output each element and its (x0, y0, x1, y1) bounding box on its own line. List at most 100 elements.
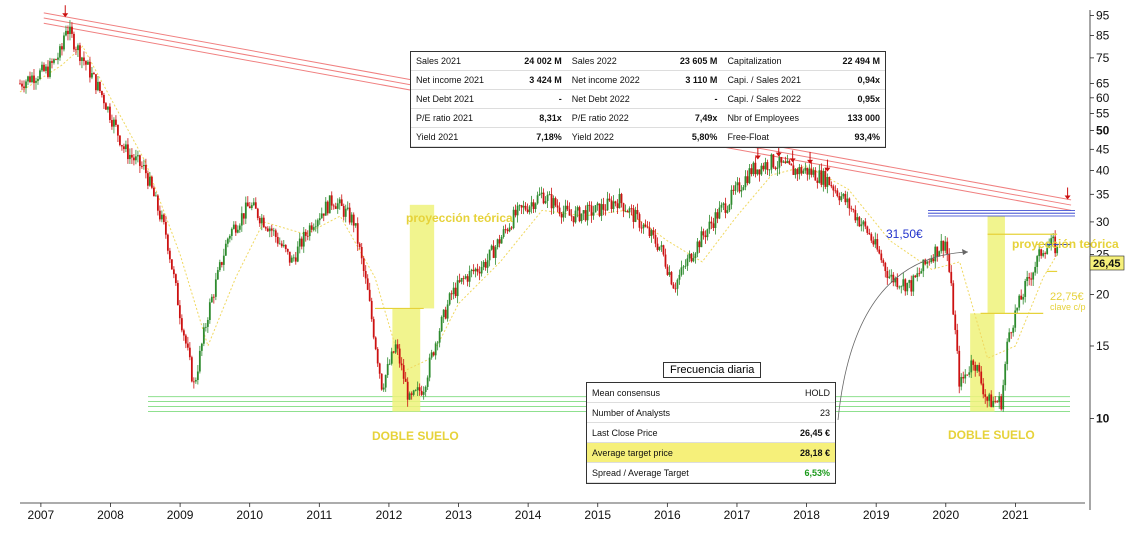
candle-body (518, 205, 521, 207)
candle-body (274, 230, 277, 237)
doble-suelo-label-left: DOBLE SUELO (372, 429, 459, 443)
candle-body (314, 226, 317, 228)
candle-body (290, 257, 293, 263)
candle-body (950, 271, 953, 284)
candle-body (536, 195, 539, 204)
candle-body (704, 235, 707, 238)
projection-bar (392, 308, 421, 412)
fundamentals-value: 7,18% (507, 127, 567, 147)
candle-body (101, 91, 103, 95)
candle-body (816, 180, 819, 183)
candle-body (964, 374, 967, 379)
top-arrow-head (754, 155, 761, 160)
candle-body (336, 203, 339, 209)
candle-body (392, 351, 395, 353)
candle-body (932, 258, 935, 262)
candle-body (25, 81, 27, 89)
candle-body (1012, 327, 1015, 333)
doble-suelo-label-right: DOBLE SUELO (948, 428, 1035, 442)
candle-body (636, 210, 639, 215)
candle-body (97, 81, 99, 91)
candle-body (554, 198, 557, 206)
y-tick-label: 20 (1096, 287, 1110, 301)
candle-body (588, 204, 591, 206)
candle-body (848, 198, 851, 209)
candle-body (516, 205, 519, 216)
candle-body (438, 330, 441, 343)
candle-body (156, 195, 159, 211)
candle-body (972, 360, 975, 365)
candle-body (394, 344, 397, 353)
candle-body (938, 251, 941, 257)
candle-body (984, 394, 987, 397)
candle-body (988, 394, 991, 401)
fundamentals-value: 0,94x (826, 70, 885, 90)
candle-body (292, 257, 295, 259)
candle-body (142, 165, 145, 167)
candle-body (756, 169, 759, 175)
candle-body (840, 196, 843, 201)
candle-body (532, 202, 535, 210)
candle-body (896, 277, 899, 288)
candle-body (800, 167, 803, 174)
candle-body (842, 193, 845, 197)
fundamentals-value: 3 424 M (507, 70, 567, 90)
candle-body (342, 205, 345, 217)
candle-body (410, 393, 413, 395)
candle-body (338, 199, 341, 204)
y-tick-label: 65 (1096, 76, 1110, 90)
candle-body (242, 213, 245, 219)
candle-body (334, 206, 337, 209)
candle-body (610, 200, 613, 209)
candle-body (190, 357, 193, 382)
candle-body (774, 167, 777, 169)
support-sublabel: clave c/p (1050, 302, 1086, 312)
candle-body (866, 226, 869, 233)
candle-body (552, 198, 555, 209)
candle-body (838, 196, 841, 201)
fundamentals-key: Net income 2021 (411, 70, 508, 90)
candle-body (95, 74, 97, 91)
candle-body (254, 202, 257, 209)
candle-body (710, 221, 713, 224)
candle-body (942, 240, 945, 251)
candle-body (93, 73, 95, 75)
candle-body (250, 205, 253, 209)
candle-body (372, 319, 375, 338)
candle-body (504, 229, 507, 231)
candle-body (81, 57, 83, 61)
candle-body (400, 363, 403, 366)
fundamentals-table: Sales 2021 24 002 M Sales 2022 23 605 M Capi… (410, 51, 886, 148)
fundamentals-key: Free-Float (722, 127, 827, 147)
connector-curve (837, 251, 969, 421)
candle-body (141, 165, 143, 167)
candle-body (164, 221, 167, 235)
candle-body (27, 76, 29, 82)
fundamentals-key: Sales 2022 (566, 52, 664, 71)
candle-body (1048, 245, 1051, 249)
x-tick-label: 2012 (376, 508, 403, 522)
candle-body (1036, 256, 1039, 267)
candle-body (1000, 396, 1003, 410)
candle-body (63, 35, 65, 50)
candle-body (448, 293, 451, 305)
candle-body (454, 287, 457, 297)
candle-body (530, 202, 533, 207)
candle-body (320, 213, 323, 219)
candle-body (962, 377, 965, 379)
candle-body (498, 239, 501, 244)
candle-body (758, 169, 761, 175)
candle-body (808, 168, 811, 175)
candle-body (222, 255, 225, 265)
candle-body (702, 231, 705, 236)
candle-body (582, 210, 585, 214)
candle-body (194, 379, 197, 382)
candle-body (496, 239, 499, 248)
candle-body (1016, 307, 1019, 311)
candle-body (482, 261, 485, 267)
candle-body (488, 249, 491, 261)
top-arrow-head (775, 152, 782, 157)
candle-body (920, 271, 923, 274)
candle-body (562, 211, 565, 218)
